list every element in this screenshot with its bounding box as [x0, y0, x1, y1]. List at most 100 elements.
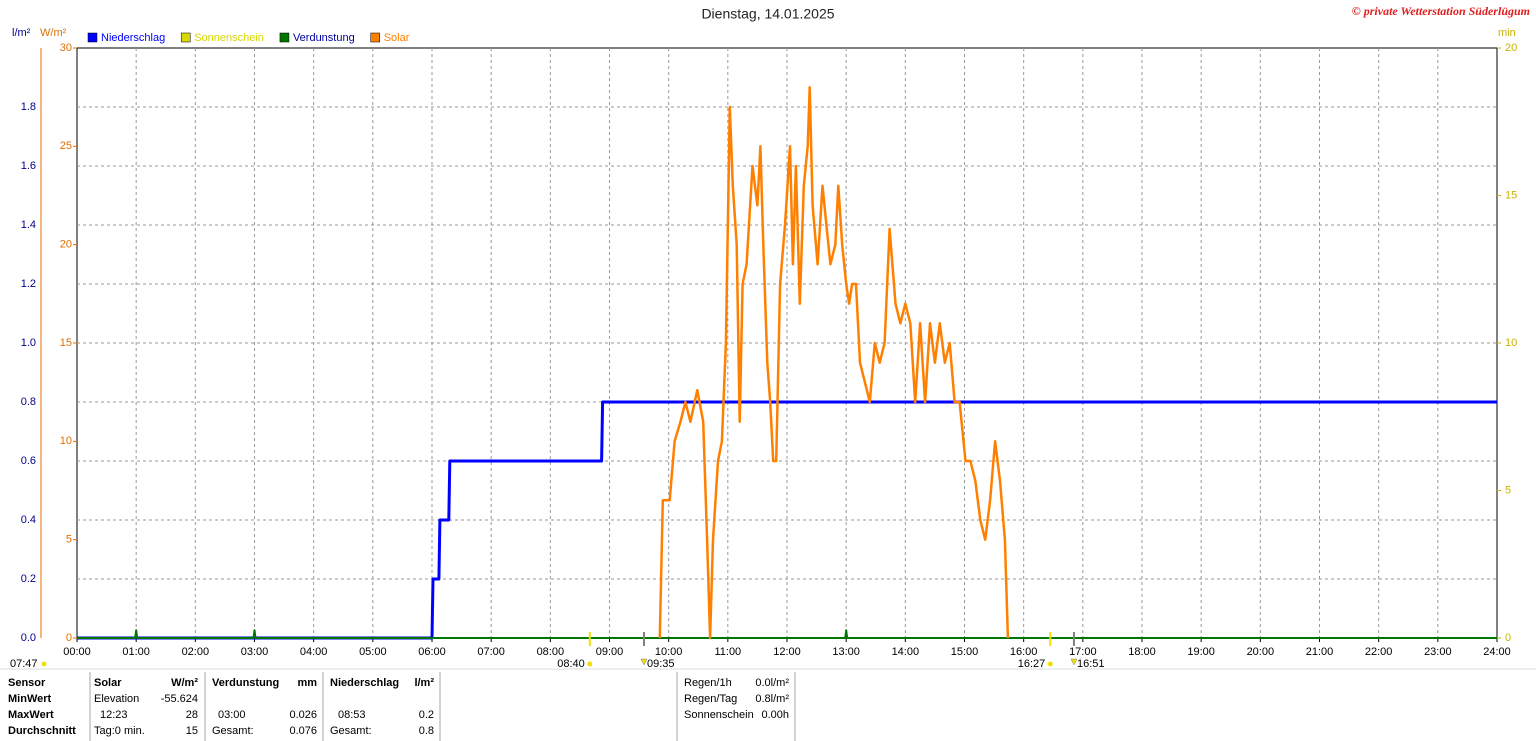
y2-tick-label: 10 [60, 435, 72, 447]
y2-tick-label: 20 [60, 239, 72, 251]
series-line [77, 629, 1497, 639]
y-tick-label: 0.4 [21, 514, 36, 526]
y-tick-label: 1.8 [21, 101, 36, 113]
y-tick-label: 0.2 [21, 573, 36, 585]
y3-unit: min [1498, 27, 1516, 39]
x-tick-label: 18:00 [1128, 646, 1156, 658]
chart-title: Dienstag, 14.01.2025 [701, 6, 834, 22]
table-cell: 0.0l/m² [755, 677, 789, 689]
x-tick-label: 23:00 [1424, 646, 1452, 658]
x-tick-label: 10:00 [655, 646, 683, 658]
y2-tick-label: 0 [66, 632, 72, 644]
x-tick-label: 19:00 [1187, 646, 1215, 658]
row-label: MaxWert [8, 709, 54, 721]
table-cell: -55.624 [161, 693, 198, 705]
x-tick-label: 01:00 [122, 646, 150, 658]
x-tick-label: 13:00 [832, 646, 860, 658]
table-cell: Solar [94, 677, 122, 689]
y-tick-label: 0.8 [21, 396, 36, 408]
series-line [77, 400, 1497, 640]
table-cell: mm [297, 677, 317, 689]
row-label: Sensor [8, 677, 46, 689]
y3-tick-label: 10 [1505, 337, 1517, 349]
x-tick-label: 15:00 [951, 646, 979, 658]
marker-symbol [640, 658, 648, 666]
x-tick-label: 11:00 [714, 646, 741, 658]
x-tick-label: 24:00 [1483, 646, 1511, 658]
legend-label: Sonnenschein [194, 32, 264, 44]
table-cell: 12:23 [100, 709, 128, 721]
x-tick-label: 03:00 [241, 646, 269, 658]
y-unit: l/m² [12, 27, 31, 39]
left-note-dot [41, 661, 47, 667]
y2-unit: W/m² [40, 27, 67, 39]
x-tick-label: 22:00 [1365, 646, 1393, 658]
y2-tick-label: 5 [66, 534, 72, 546]
y2-tick-label: 25 [60, 140, 72, 152]
y-tick-label: 0.0 [21, 632, 36, 644]
marker-symbol [587, 661, 593, 667]
table-cell: Regen/Tag [684, 693, 737, 705]
marker-label: 09:35 [647, 658, 675, 670]
left-note: 07:47 [10, 658, 38, 670]
table-cell: 08:53 [338, 709, 366, 721]
legend-swatch [279, 32, 290, 43]
table-cell: Elevation [94, 693, 139, 705]
table-cell: 0.8 [419, 725, 434, 737]
y-tick-label: 1.0 [21, 337, 36, 349]
x-tick-label: 16:00 [1010, 646, 1038, 658]
table-cell: l/m² [414, 677, 434, 689]
y3-tick-label: 15 [1505, 189, 1517, 201]
copyright: © private Wetterstation Süderlügum [1352, 4, 1530, 18]
table-cell: 0.026 [289, 709, 317, 721]
table-cell: Sonnenschein [684, 709, 754, 721]
table-cell: Verdunstung [212, 677, 279, 689]
x-tick-label: 07:00 [477, 646, 505, 658]
legend-swatch [180, 32, 191, 43]
y-tick-label: 0.6 [21, 455, 36, 467]
x-tick-label: 02:00 [182, 646, 210, 658]
table-cell: Gesamt: [330, 725, 372, 737]
y2-tick-label: 30 [60, 42, 72, 54]
row-label: MinWert [8, 693, 52, 705]
x-tick-label: 09:00 [596, 646, 624, 658]
table-cell: 0.076 [289, 725, 317, 737]
table-cell: 28 [186, 709, 198, 721]
marker-symbol [1070, 658, 1078, 666]
table-cell: 15 [186, 725, 198, 737]
x-tick-label: 21:00 [1306, 646, 1334, 658]
table-cell: Niederschlag [330, 677, 399, 689]
table-cell: Regen/1h [684, 677, 732, 689]
table-cell: W/m² [171, 677, 198, 689]
legend-label: Niederschlag [101, 32, 165, 44]
x-tick-label: 12:00 [773, 646, 801, 658]
row-label: Durchschnitt [8, 725, 76, 737]
table-cell: 03:00 [218, 709, 246, 721]
x-tick-label: 20:00 [1247, 646, 1275, 658]
y-tick-label: 1.6 [21, 160, 36, 172]
y3-tick-label: 20 [1505, 42, 1517, 54]
x-tick-label: 04:00 [300, 646, 328, 658]
legend-swatch [370, 32, 380, 43]
table-cell: Tag:0 min. [94, 725, 145, 737]
y2-tick-label: 15 [60, 337, 72, 349]
x-tick-label: 14:00 [892, 646, 920, 658]
y3-tick-label: 0 [1505, 632, 1511, 644]
legend-label: Solar [384, 32, 410, 44]
table-cell: 0.2 [419, 709, 434, 721]
table-cell: 0.00h [761, 709, 789, 721]
x-tick-label: 05:00 [359, 646, 387, 658]
table-cell: 0.8l/m² [755, 693, 789, 705]
y3-tick-label: 5 [1505, 484, 1511, 496]
marker-label: 16:51 [1077, 658, 1105, 670]
marker-symbol [1047, 661, 1053, 667]
x-tick-label: 06:00 [418, 646, 446, 658]
marker-label: 16:27 [1018, 658, 1046, 670]
table-cell: Gesamt: [212, 725, 254, 737]
y-tick-label: 1.2 [21, 278, 36, 290]
legend-label: Verdunstung [293, 32, 355, 44]
y-tick-label: 1.4 [21, 219, 36, 231]
series-line [658, 86, 1010, 640]
legend-swatch [87, 32, 98, 43]
